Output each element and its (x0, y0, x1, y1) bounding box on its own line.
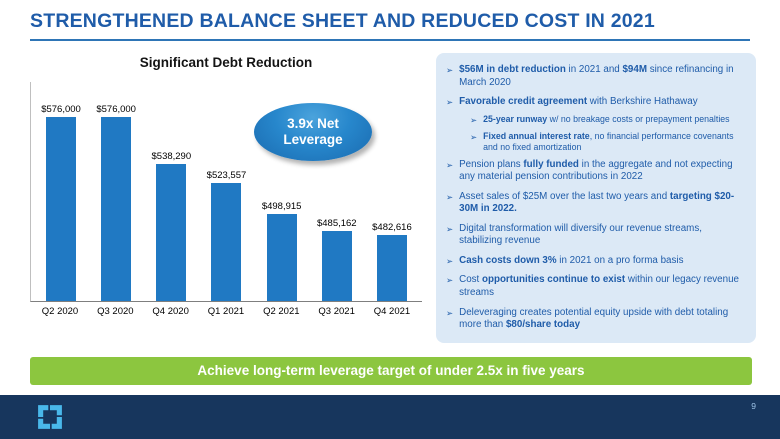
arrow-bullet-icon: ➢ (446, 275, 454, 286)
bar (321, 231, 352, 301)
arrow-bullet-icon: ➢ (446, 255, 454, 266)
bullet-item: ➢ Cost opportunities continue to exist wi… (446, 274, 744, 299)
bar-value-label: $576,000 (41, 104, 81, 115)
debt-reduction-chart: Significant Debt Reduction $576,000 $576,… (30, 53, 422, 343)
arrow-bullet-icon: ➢ (446, 191, 454, 202)
bar-column: $523,557 (202, 170, 250, 301)
arrow-bullet-icon: ➢ (446, 65, 454, 75)
bar (101, 117, 132, 301)
title-divider (30, 39, 750, 41)
arrow-bullet-icon: ➢ (446, 223, 454, 234)
x-axis-label: Q3 2020 (97, 306, 134, 317)
bullet-item: ➢ Asset sales of $25M over the last two y… (446, 191, 744, 216)
bullet-item: ➢ Deleveraging creates potential equity u… (446, 307, 744, 332)
arrow-bullet-icon: ➢ (446, 97, 454, 108)
arrow-bullet-icon: ➢ (446, 159, 454, 170)
bar-value-label: $498,915 (261, 201, 302, 212)
bullet-text: Pension plans fully funded in the aggreg… (459, 158, 733, 183)
bar-column: $482,616 (368, 222, 416, 301)
x-axis-label: Q3 2021 (318, 306, 355, 317)
arrow-bullet-icon: ➢ (470, 114, 478, 125)
net-leverage-callout: 3.9x Net Leverage (254, 103, 372, 161)
bullet-text: Asset sales of $25M over the last two ye… (459, 190, 735, 215)
bullet-item: ➢ $56M in debt reduction in 2021 and $94M… (446, 64, 744, 89)
bar (46, 117, 76, 301)
bar (211, 183, 242, 301)
x-axis-label: Q2 2020 (41, 306, 79, 317)
bullet-text: Favorable credit agreement with Berkshir… (459, 96, 698, 108)
highlights-panel: ➢ $56M in debt reduction in 2021 and $94M… (436, 53, 756, 343)
content-area: Significant Debt Reduction $576,000 $576,… (0, 41, 780, 343)
x-axis-label: Q1 2021 (207, 306, 245, 317)
x-axis-label: Q4 2021 (373, 306, 411, 317)
x-axis-label: Q4 2020 (152, 306, 189, 317)
chart-x-axis: Q2 2020 Q3 2020 Q4 2020 Q1 2021 Q2 2021 Q3 20… (30, 306, 422, 317)
bar (376, 235, 407, 301)
arrow-bullet-icon: ➢ (446, 307, 454, 318)
bullet-item: ➢ Cash costs down 3% in 2021 on a pro for… (446, 255, 744, 268)
bar (156, 164, 187, 301)
bullet-text: Digital transformation will diversify ou… (459, 222, 702, 247)
bullet-text: Deleveraging creates potential equity up… (459, 306, 729, 331)
bullet-text: Fixed annual interest rate, no financial… (483, 130, 734, 152)
bar-value-label: $576,000 (96, 104, 136, 115)
bar-value-label: $485,162 (316, 218, 357, 229)
page-number: 9 (751, 401, 756, 411)
bar-value-label: $523,557 (206, 170, 247, 181)
chart-title: Significant Debt Reduction (139, 55, 313, 70)
company-logo-icon (30, 400, 70, 439)
chart-plot: $576,000 $576,000 $538,290 $523,557 $498,915… (30, 82, 422, 302)
bar-value-label: $482,616 (372, 222, 412, 233)
slide-footer: 9 (0, 395, 780, 439)
slide-header: STRENGTHENED BALANCE SHEET AND REDUCED C… (0, 0, 780, 41)
slide-title: STRENGTHENED BALANCE SHEET AND REDUCED C… (30, 10, 655, 32)
bullet-item: ➢ Fixed annual interest rate, no financia… (470, 131, 744, 153)
leverage-target-banner: Achieve long-term leverage target of und… (30, 357, 752, 385)
bar (266, 214, 297, 301)
bullet-item: ➢ Pension plans fully funded in the aggre… (446, 159, 744, 184)
bullet-item: ➢ 25-year runway w/ no breakage costs or … (470, 114, 744, 127)
bullet-text: Cost opportunities continue to exist wit… (459, 274, 739, 298)
bar-column: $576,000 (37, 104, 85, 301)
bullet-text: Cash costs down 3% in 2021 on a pro form… (459, 254, 684, 266)
bar-column: $576,000 (92, 104, 140, 301)
x-axis-label: Q2 2021 (263, 306, 300, 317)
bullet-item: ➢ Favorable credit agreement with Berkshi… (446, 96, 744, 109)
bullet-text: 25-year runway w/ no breakage costs or p… (483, 113, 730, 124)
bar-value-label: $538,290 (151, 151, 192, 162)
bullet-item: ➢ Digital transformation will diversify o… (446, 223, 744, 248)
highlights-list: ➢ $56M in debt reduction in 2021 and $94M… (446, 64, 744, 332)
bullet-text: $56M in debt reduction in 2021 and $94M … (459, 64, 734, 88)
bar-column: $498,915 (258, 201, 306, 301)
bar-column: $485,162 (313, 218, 361, 301)
bar-column: $538,290 (147, 151, 195, 301)
arrow-bullet-icon: ➢ (470, 131, 478, 142)
